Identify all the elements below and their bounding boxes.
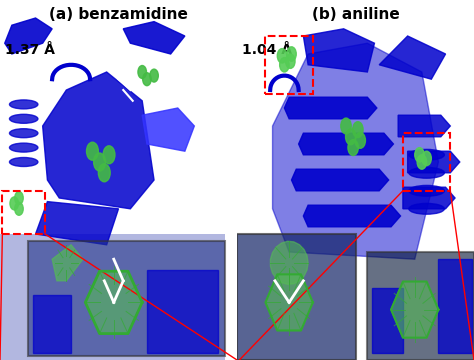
Circle shape <box>15 202 23 215</box>
Circle shape <box>280 58 289 72</box>
Polygon shape <box>403 187 455 209</box>
Polygon shape <box>398 115 450 137</box>
Polygon shape <box>52 245 83 281</box>
Circle shape <box>287 47 296 61</box>
Circle shape <box>103 146 115 164</box>
Bar <box>28 241 225 356</box>
Polygon shape <box>147 270 218 353</box>
Bar <box>265 36 313 94</box>
Text: 1.04 Å: 1.04 Å <box>242 43 292 57</box>
Circle shape <box>86 142 99 160</box>
Circle shape <box>143 73 151 86</box>
Polygon shape <box>271 241 308 284</box>
Ellipse shape <box>409 149 444 160</box>
Polygon shape <box>292 169 389 191</box>
Bar <box>403 133 450 191</box>
Circle shape <box>15 192 23 204</box>
Polygon shape <box>408 151 460 173</box>
Ellipse shape <box>409 203 444 214</box>
Polygon shape <box>273 43 438 259</box>
Polygon shape <box>284 97 377 119</box>
Polygon shape <box>391 282 438 338</box>
Text: (b) aniline: (b) aniline <box>311 7 400 22</box>
Circle shape <box>150 69 158 82</box>
Circle shape <box>355 132 365 148</box>
Ellipse shape <box>409 185 444 196</box>
Circle shape <box>422 151 431 166</box>
Ellipse shape <box>9 114 38 123</box>
Polygon shape <box>36 202 118 245</box>
Ellipse shape <box>9 157 38 166</box>
Circle shape <box>341 118 351 134</box>
Bar <box>237 234 356 360</box>
Circle shape <box>415 148 424 162</box>
Circle shape <box>99 164 110 182</box>
Circle shape <box>353 122 363 138</box>
Circle shape <box>277 49 287 63</box>
Text: 1.37 Å: 1.37 Å <box>5 43 55 57</box>
Polygon shape <box>379 36 446 79</box>
Circle shape <box>348 140 358 156</box>
Circle shape <box>346 129 356 145</box>
Circle shape <box>285 54 295 68</box>
Polygon shape <box>372 288 403 353</box>
Circle shape <box>138 66 146 78</box>
Ellipse shape <box>9 129 38 138</box>
Ellipse shape <box>9 100 38 109</box>
Polygon shape <box>5 18 52 54</box>
Polygon shape <box>438 259 472 353</box>
Ellipse shape <box>409 167 444 178</box>
Polygon shape <box>33 295 71 353</box>
Polygon shape <box>142 108 194 151</box>
Bar <box>2 191 45 234</box>
Ellipse shape <box>9 143 38 152</box>
Polygon shape <box>303 29 374 72</box>
Polygon shape <box>85 271 142 334</box>
Polygon shape <box>43 72 154 209</box>
Text: (a) benzamidine: (a) benzamidine <box>49 7 188 22</box>
Bar <box>0 234 225 360</box>
Polygon shape <box>303 205 401 227</box>
Polygon shape <box>299 133 393 155</box>
Circle shape <box>10 197 18 210</box>
Polygon shape <box>123 22 185 54</box>
Circle shape <box>93 153 105 171</box>
Polygon shape <box>265 274 313 330</box>
Bar <box>367 252 474 360</box>
Circle shape <box>417 155 427 169</box>
